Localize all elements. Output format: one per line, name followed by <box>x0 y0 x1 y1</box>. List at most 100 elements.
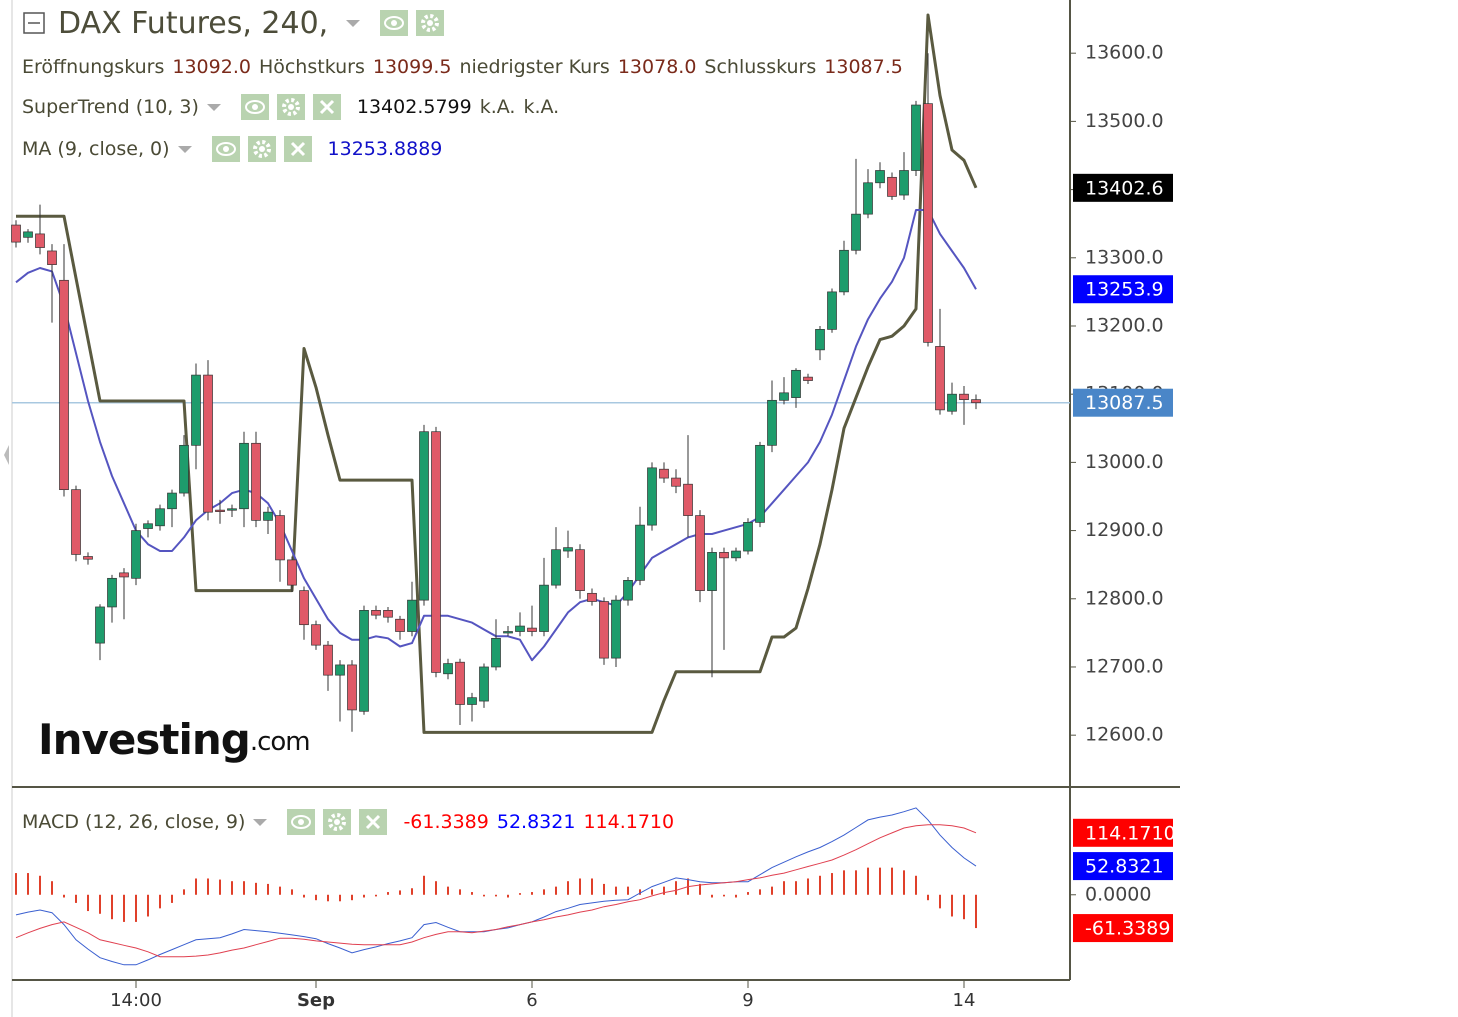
histogram-bar <box>303 894 305 898</box>
y-tick-label: 13600.0 <box>1085 42 1164 64</box>
histogram-bar <box>267 883 269 895</box>
x-tick-label: 14 <box>953 990 976 1011</box>
candle-body <box>275 515 285 561</box>
histogram-bar <box>855 870 857 895</box>
x-tick-label: 14:00 <box>110 990 162 1011</box>
histogram-bar <box>723 894 725 897</box>
candle-body <box>863 182 873 215</box>
candle-body <box>647 467 657 526</box>
histogram-bar <box>27 873 29 895</box>
candle-body <box>239 442 249 510</box>
price-tag-label: 114.1710 <box>1085 822 1176 844</box>
candle-body <box>467 697 477 705</box>
candle-body <box>371 610 381 616</box>
histogram-bar <box>747 892 749 895</box>
candle-body <box>671 477 681 487</box>
histogram-bar <box>387 892 389 895</box>
eye-icon[interactable] <box>211 136 240 162</box>
ohlc-value: 13099.5 <box>372 56 452 78</box>
histogram-bar <box>135 894 137 922</box>
candle-body <box>791 369 801 398</box>
collapse-icon[interactable] <box>22 10 48 36</box>
dropdown-caret[interactable] <box>253 817 268 827</box>
dropdown-caret[interactable] <box>177 144 192 154</box>
histogram-bar <box>735 894 737 898</box>
histogram-bar <box>147 894 149 917</box>
chart-title: DAX Futures, 240, <box>58 5 329 41</box>
candle-body <box>443 663 453 675</box>
y-tick-label: 12800.0 <box>1085 587 1164 609</box>
candle-body <box>419 431 429 601</box>
close-icon[interactable] <box>312 94 341 120</box>
candle-body <box>611 599 621 659</box>
dropdown-caret[interactable] <box>346 18 361 28</box>
histogram-bar <box>615 886 617 895</box>
histogram-bar <box>39 875 41 895</box>
histogram-bar <box>291 889 293 895</box>
candle-body <box>659 468 669 479</box>
candle-body <box>851 213 861 251</box>
eye-icon[interactable] <box>287 809 316 835</box>
histogram-bar <box>195 878 197 895</box>
candle-body <box>227 508 237 511</box>
gear-icon[interactable] <box>247 136 276 162</box>
y-tick-label: 12900.0 <box>1085 519 1164 541</box>
indicator-name: MA (9, close, 0) <box>22 138 170 160</box>
close-icon[interactable] <box>359 809 388 835</box>
histogram-bar <box>507 894 509 898</box>
histogram-bar <box>915 875 917 895</box>
histogram-bar <box>111 894 113 920</box>
histogram-bar <box>543 889 545 895</box>
histogram-bar <box>51 881 53 895</box>
indicator-line <box>15 209 977 662</box>
gear-icon[interactable] <box>276 94 305 120</box>
candle-body <box>875 170 885 184</box>
candle-body <box>635 524 645 581</box>
histogram-bar <box>591 878 593 895</box>
histogram-bar <box>315 894 317 901</box>
histogram-bar <box>807 878 809 895</box>
y-tick-label: 0.0000 <box>1085 883 1151 905</box>
candle-body <box>191 374 201 446</box>
price-tag <box>1073 852 1173 881</box>
candle-body <box>299 590 309 626</box>
candle-body <box>923 103 933 343</box>
candle-body <box>35 233 45 248</box>
candle-body <box>959 393 969 400</box>
histogram-bar <box>867 867 869 895</box>
histogram-bar <box>207 878 209 895</box>
histogram-bar <box>435 881 437 895</box>
histogram-bar <box>771 886 773 895</box>
gear-icon[interactable] <box>323 809 352 835</box>
price-tag-label: 13402.6 <box>1085 177 1164 199</box>
candle-body <box>719 552 729 559</box>
candle-body <box>803 376 813 381</box>
histogram-bar <box>15 873 17 895</box>
eye-icon[interactable] <box>380 10 409 36</box>
histogram-bar <box>843 870 845 895</box>
candle-body <box>755 444 765 523</box>
y-tick-label: 13200.0 <box>1085 314 1164 336</box>
candle-body <box>59 279 69 491</box>
candle-body <box>431 431 441 673</box>
scroll-handle[interactable] <box>4 445 9 465</box>
ohlc-row: Eröffnungskurs 13092.0 Höchstkurs 13099.5 … <box>22 52 911 82</box>
eye-icon[interactable] <box>240 94 269 120</box>
y-tick-label: 13300.0 <box>1085 246 1164 268</box>
histogram-bar <box>783 881 785 895</box>
histogram-bar <box>75 894 77 903</box>
candle-body <box>827 291 837 330</box>
histogram-bar <box>99 894 101 914</box>
histogram-bar <box>651 889 653 895</box>
candle-body <box>767 399 777 446</box>
price-tag <box>1073 275 1173 304</box>
ohlc-value: 13087.5 <box>824 56 903 78</box>
candle-body <box>119 572 129 578</box>
close-icon[interactable] <box>283 136 312 162</box>
ohlc-value: 13092.0 <box>172 56 251 78</box>
dropdown-caret[interactable] <box>206 102 221 112</box>
histogram-bar <box>495 894 497 897</box>
gear-icon[interactable] <box>416 10 445 36</box>
candle-body <box>623 580 633 601</box>
candle-body <box>287 559 297 586</box>
